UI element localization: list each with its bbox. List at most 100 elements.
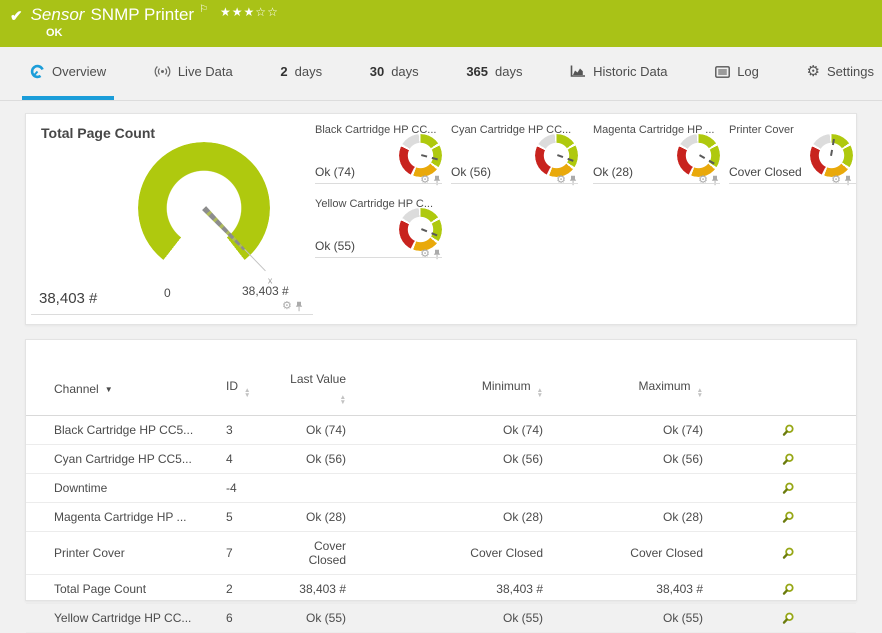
gauge-current-value: Cover Closed	[729, 165, 802, 179]
sort-both-icon: ▲▼	[537, 388, 543, 398]
pin-icon[interactable]	[433, 175, 441, 186]
gear-icon[interactable]: ⚙	[282, 301, 292, 312]
minimum-cell: 38,403 #	[346, 575, 543, 604]
sensor-title-prefix: Sensor	[31, 5, 85, 25]
column-header-minimum[interactable]: Minimum▲▼	[346, 364, 543, 416]
gear-icon[interactable]: ⚙	[698, 175, 708, 186]
table-row[interactable]: Magenta Cartridge HP ... 5 Ok (28) Ok (2…	[26, 503, 856, 532]
channel-magnifier-icon[interactable]	[781, 511, 856, 524]
broadcast-icon	[154, 65, 171, 78]
gauge-current-value: Ok (74)	[315, 165, 355, 179]
gauge-tile-black-cartridge[interactable]: Black Cartridge HP CC... Ok (74) ⚙	[315, 123, 445, 187]
maximum-cell: Ok (28)	[543, 503, 703, 532]
sort-both-icon: ▲▼	[697, 388, 703, 398]
column-header-channel-label: Channel	[54, 382, 99, 396]
tab-overview[interactable]: Overview	[22, 47, 114, 100]
last-value-cell: Ok (28)	[281, 503, 346, 532]
tab-365-days[interactable]: 365 days	[458, 47, 530, 100]
tile-separator	[315, 257, 442, 258]
last-value-cell: Cover Closed	[281, 532, 346, 575]
priority-stars[interactable]: ★★★☆☆	[220, 5, 279, 19]
maximum-cell: Ok (56)	[543, 445, 703, 474]
column-header-channel[interactable]: Channel ▼	[26, 364, 226, 416]
gauge-tile-yellow-cartridge[interactable]: Yellow Cartridge HP C... Ok (55) ⚙	[315, 197, 445, 261]
tab-30-days[interactable]: 30 days	[362, 47, 427, 100]
tab-log[interactable]: Log	[707, 47, 767, 100]
table-row[interactable]: Yellow Cartridge HP CC... 6 Ok (55) Ok (…	[26, 604, 856, 633]
channel-name-cell[interactable]: Total Page Count	[26, 575, 226, 604]
tab-log-label: Log	[737, 64, 759, 79]
sort-both-icon: ▲▼	[340, 395, 346, 405]
pin-icon[interactable]	[844, 175, 852, 186]
gauge-tile-total-page-count[interactable]: Total Page Count x 0 38,403 # 38,403 # ⚙	[26, 114, 316, 326]
table-row[interactable]: Downtime -4	[26, 474, 856, 503]
table-row[interactable]: Total Page Count 2 38,403 # 38,403 # 38,…	[26, 575, 856, 604]
column-header-last-value[interactable]: Last Value ▲▼	[281, 364, 346, 416]
pin-icon[interactable]	[711, 175, 719, 186]
gauge-scale-min: 0	[164, 286, 171, 300]
status-badge: OK	[46, 27, 63, 39]
minimum-cell: Ok (28)	[346, 503, 543, 532]
gauge-title: Total Page Count	[41, 125, 155, 141]
sort-both-icon: ▲▼	[244, 388, 250, 398]
channel-name-cell[interactable]: Printer Cover	[26, 532, 226, 575]
last-value-cell: Ok (74)	[281, 416, 346, 445]
last-value-cell	[281, 474, 346, 503]
channel-magnifier-icon[interactable]	[781, 424, 856, 437]
column-header-maximum[interactable]: Maximum ▲▼	[543, 364, 703, 416]
channel-magnifier-icon[interactable]	[781, 547, 856, 560]
column-header-id[interactable]: ID▲▼	[226, 364, 281, 416]
table-row[interactable]: Printer Cover 7 Cover Closed Cover Close…	[26, 532, 856, 575]
channel-name-cell[interactable]: Black Cartridge HP CC5...	[26, 416, 226, 445]
sensor-title: SNMP Printer	[90, 5, 194, 25]
cyan-cartridge-gauge	[535, 134, 578, 177]
channel-name-cell[interactable]: Magenta Cartridge HP ...	[26, 503, 226, 532]
minimum-cell: Cover Closed	[346, 532, 543, 575]
channel-magnifier-icon[interactable]	[781, 482, 856, 495]
tab-365-days-label: days	[495, 64, 522, 79]
gauge-current-value: Ok (56)	[451, 165, 491, 179]
channel-id-cell: 6	[226, 604, 281, 633]
flag-icon[interactable]: ⚐	[199, 4, 208, 15]
tab-30-days-label: days	[391, 64, 418, 79]
table-row[interactable]: Black Cartridge HP CC5... 3 Ok (74) Ok (…	[26, 416, 856, 445]
channel-magnifier-icon[interactable]	[781, 453, 856, 466]
tab-settings[interactable]: ⚙ Settings	[799, 47, 882, 100]
column-header-maximum-label: Maximum	[639, 379, 691, 393]
magenta-cartridge-gauge	[677, 134, 720, 177]
gauge-tile-magenta-cartridge[interactable]: Magenta Cartridge HP ... Ok (28) ⚙	[593, 123, 723, 187]
gear-icon[interactable]: ⚙	[831, 175, 841, 186]
gear-icon[interactable]: ⚙	[420, 175, 430, 186]
tab-historic-data[interactable]: Historic Data	[562, 47, 675, 100]
tab-2-days-label: days	[295, 64, 322, 79]
gauge-current-value: 38,403 #	[39, 290, 97, 307]
channel-name-cell[interactable]: Cyan Cartridge HP CC5...	[26, 445, 226, 474]
gauge-tile-cyan-cartridge[interactable]: Cyan Cartridge HP CC... Ok (56) ⚙	[451, 123, 581, 187]
minimum-cell: Ok (55)	[346, 604, 543, 633]
channel-magnifier-icon[interactable]	[781, 583, 856, 596]
channel-name-cell[interactable]: Downtime	[26, 474, 226, 503]
sort-desc-icon: ▼	[105, 385, 113, 394]
column-header-last-value-label: Last Value	[290, 372, 346, 386]
last-value-cell: Ok (56)	[281, 445, 346, 474]
gauge-scale-max: 38,403 #	[242, 284, 289, 298]
pin-icon[interactable]	[569, 175, 577, 186]
gear-icon[interactable]: ⚙	[420, 249, 430, 260]
gear-icon: ⚙	[807, 64, 820, 79]
table-header-row: Channel ▼ ID▲▼ Last Value ▲▼ Minimum▲▼ Max…	[26, 364, 856, 416]
channel-id-cell: 7	[226, 532, 281, 575]
pin-icon[interactable]	[295, 301, 303, 312]
tab-historic-data-label: Historic Data	[593, 64, 667, 79]
pin-icon[interactable]	[433, 249, 441, 260]
minimum-cell	[346, 474, 543, 503]
gauge-tile-printer-cover[interactable]: Printer Cover Cover Closed ⚙	[729, 123, 856, 187]
gear-icon[interactable]: ⚙	[556, 175, 566, 186]
tab-live-data[interactable]: Live Data	[146, 47, 241, 100]
last-value-cell: 38,403 #	[281, 575, 346, 604]
table-row[interactable]: Cyan Cartridge HP CC5... 4 Ok (56) Ok (5…	[26, 445, 856, 474]
channel-magnifier-icon[interactable]	[781, 612, 856, 625]
tab-2-days[interactable]: 2 days	[272, 47, 330, 100]
maximum-cell: Ok (74)	[543, 416, 703, 445]
channel-name-cell[interactable]: Yellow Cartridge HP CC...	[26, 604, 226, 633]
tab-365-days-number: 365	[466, 64, 488, 79]
